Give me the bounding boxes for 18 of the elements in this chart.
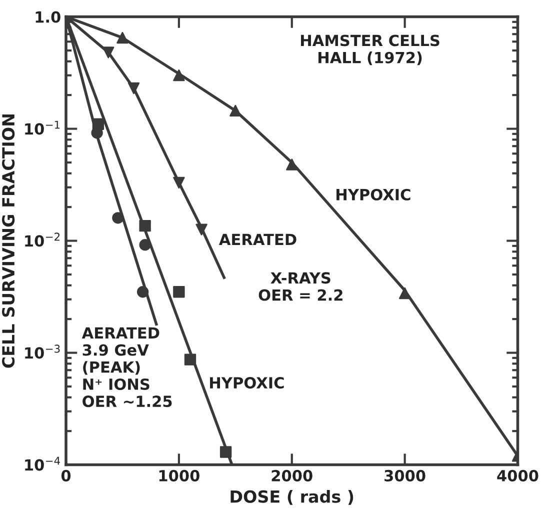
- y-tick-label: 1.0: [36, 11, 60, 23]
- annotation: AERATED: [218, 234, 296, 245]
- annotation: HAMSTER CELLS HALL (1972): [300, 34, 440, 66]
- x-tick-label: 1000: [159, 470, 200, 482]
- y-axis-title: CELL SURVIVING FRACTION: [2, 114, 15, 368]
- annotation: X-RAYS OER = 2.2: [258, 272, 342, 301]
- annotation: HYPOXIC: [210, 377, 284, 389]
- y-tick-label: 10$^{−1}$: [25, 120, 60, 135]
- y-tick-label: 10$^{−2}$: [25, 232, 60, 247]
- x-axis-title: DOSE ( rads ): [230, 490, 354, 505]
- x-tick-label: 4000: [497, 470, 538, 482]
- annotation: AERATED 3.9 GeV (PEAK) N⁺ IONS OER ~1.25: [82, 327, 172, 408]
- y-tick-label: 10$^{−4}$: [25, 456, 60, 471]
- x-tick-label: 3000: [384, 470, 426, 482]
- annotation: HYPOXIC: [336, 188, 410, 200]
- x-tick-label: 0: [61, 470, 71, 482]
- y-tick-label: 10$^{−3}$: [25, 344, 60, 359]
- x-tick-label: 2000: [272, 470, 312, 482]
